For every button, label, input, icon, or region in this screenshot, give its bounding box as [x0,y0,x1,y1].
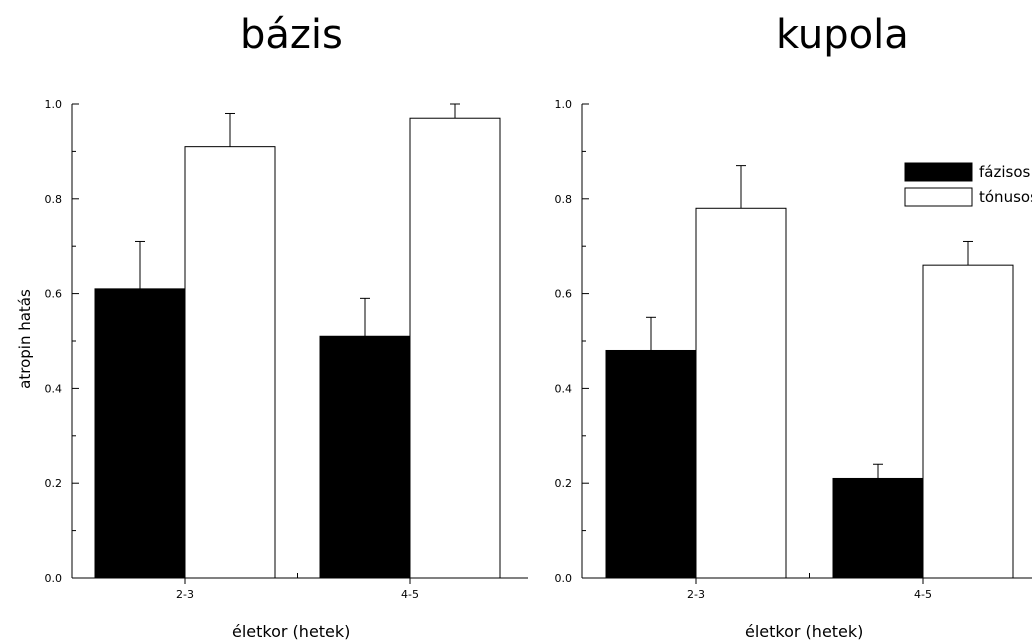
right-x-axis-label: életkor (hetek) [745,622,864,641]
y-tick-label: 0.4 [555,382,573,395]
bar-tonusos [695,207,787,579]
y-tick-label: 0.6 [45,288,63,301]
bar-fazisos [319,335,411,579]
x-tick-label: 2-3 [687,588,705,601]
legend-label: tónusos [979,188,1032,206]
y-tick-label: 0.2 [45,477,63,490]
y-tick-label: 0.0 [45,572,63,585]
bar-fazisos [832,477,924,579]
bar-tonusos [922,264,1014,579]
y-tick-label: 0.2 [555,477,573,490]
legend-swatch [904,162,973,182]
right-panel-title: kupola [776,12,909,58]
legend-label: fázisos [979,163,1031,181]
x-tick-label: 4-5 [914,588,932,601]
x-tick-label: 2-3 [176,588,194,601]
bar-fazisos [605,349,697,579]
y-tick-label: 0.8 [45,193,63,206]
bar-tonusos [184,146,276,579]
y-tick-label: 1.0 [555,98,573,111]
y-tick-label: 1.0 [45,98,63,111]
y-tick-label: 0.6 [555,288,573,301]
legend-swatch [904,187,973,207]
legend: fázisos tónusos [904,162,1032,207]
y-tick-label: 0.8 [555,193,573,206]
y-tick-label: 0.4 [45,382,63,395]
y-tick-label: 0.0 [555,572,573,585]
bar-tonusos [409,117,501,579]
x-tick-label: 4-5 [401,588,419,601]
left-x-axis-label: életkor (hetek) [232,622,351,641]
chart-panel-0: 0.0 0.2 0.4 0.6 0.8 1.0 2-3 4-5 [45,98,528,601]
bar-fazisos [94,288,186,579]
left-panel-title: bázis [240,12,343,58]
chart-panel-1: 0.0 0.2 0.4 0.6 0.8 1.0 2-3 4-5 fázisos tónusos [555,98,1032,601]
